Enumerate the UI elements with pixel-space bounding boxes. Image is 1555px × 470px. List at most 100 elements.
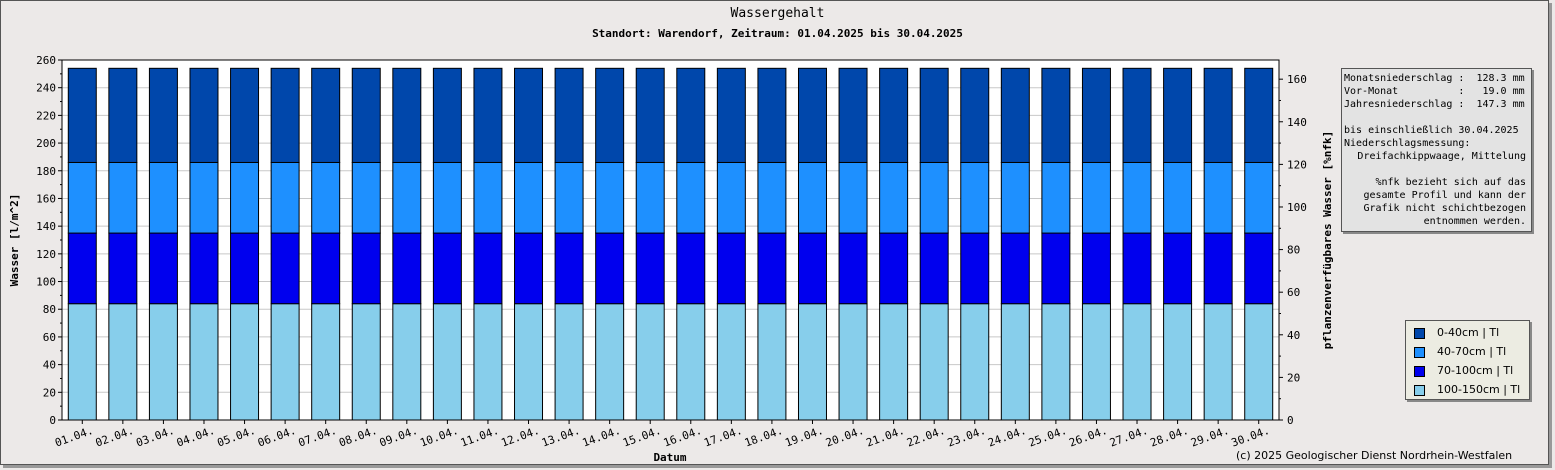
bar-segment — [1041, 67, 1071, 163]
y-tick-label: 0 — [49, 414, 56, 427]
y2-tick-label: 40 — [1287, 329, 1300, 342]
x-tick-label: 18.04. — [743, 424, 785, 450]
bar-segment — [960, 67, 990, 163]
bar-segment — [1244, 303, 1274, 421]
y-tick-label: 140 — [36, 220, 56, 233]
bar-segment — [189, 303, 219, 421]
bar-segment — [1081, 161, 1111, 234]
bar-segment — [1122, 232, 1152, 305]
bar-segment — [351, 303, 381, 421]
bar-segment — [919, 232, 949, 305]
bar-segment — [1163, 232, 1193, 305]
bar-segment — [473, 232, 503, 305]
bar-segment — [108, 67, 138, 163]
y2-tick-label: 140 — [1287, 116, 1307, 129]
bar-segment — [716, 67, 746, 163]
bar-segment — [67, 161, 97, 234]
x-tick-label: 26.04. — [1067, 424, 1109, 450]
bar-segment — [1163, 161, 1193, 234]
copyright-text: (c) 2025 Geologischer Dienst Nordrhein-W… — [1236, 449, 1513, 462]
x-tick-label: 12.04. — [499, 424, 541, 450]
bar-segment — [554, 232, 584, 305]
bar-segment — [473, 67, 503, 163]
legend-label: 70-100cm | Tl — [1437, 364, 1514, 377]
y2-tick-label: 100 — [1287, 201, 1307, 214]
bar-segment — [270, 232, 300, 305]
info-line: Grafik nicht schichtbezogen — [1363, 203, 1526, 214]
bar-segment — [432, 161, 462, 234]
bar-segment — [351, 232, 381, 305]
bar-segment — [148, 67, 178, 163]
y2-tick-label: 80 — [1287, 244, 1300, 257]
bar-segment — [148, 303, 178, 421]
y-tick-label: 120 — [36, 248, 56, 261]
y-tick-label: 100 — [36, 276, 56, 289]
bar-segment — [311, 161, 341, 234]
bar-segment — [270, 67, 300, 163]
bar-segment — [554, 303, 584, 421]
bar-segment — [635, 67, 665, 163]
x-tick-label: 24.04. — [986, 424, 1028, 450]
bar-segment — [108, 303, 138, 421]
bar-segment — [311, 232, 341, 305]
x-tick-label: 11.04. — [459, 424, 501, 450]
bar-segment — [1203, 67, 1233, 163]
info-line: %nfk bezieht sich auf das — [1375, 177, 1526, 188]
bar-segment — [676, 232, 706, 305]
bar-segment — [230, 303, 260, 421]
bar-segment — [392, 67, 422, 163]
bar-segment — [392, 232, 422, 305]
bar-segment — [879, 161, 909, 234]
bar-segment — [919, 303, 949, 421]
bar-segment — [230, 232, 260, 305]
x-tick-label: 22.04. — [905, 424, 947, 450]
y2-tick-label: 60 — [1287, 286, 1300, 299]
bar-segment — [1244, 161, 1274, 234]
x-tick-label: 07.04. — [297, 424, 339, 450]
bar-segment — [1081, 232, 1111, 305]
x-tick-label: 05.04. — [215, 424, 257, 450]
x-tick-label: 10.04. — [418, 424, 460, 450]
bar-segment — [716, 303, 746, 421]
info-line: gesamte Profil und kann der — [1363, 190, 1526, 201]
bar-segment — [1203, 232, 1233, 305]
bar-segment — [514, 161, 544, 234]
x-tick-label: 14.04. — [581, 424, 623, 450]
bar-segment — [1000, 161, 1030, 234]
bar-segment — [1244, 232, 1274, 305]
info-line: Monatsniederschlag : 128.3 mm — [1344, 73, 1525, 84]
bar-segment — [67, 303, 97, 421]
info-line: Dreifachkippwaage, Mittelung — [1357, 151, 1526, 162]
x-tick-label: 28.04. — [1148, 424, 1190, 450]
y2-tick-label: 0 — [1287, 414, 1294, 427]
bars — [67, 67, 1274, 421]
bar-segment — [757, 232, 787, 305]
bar-segment — [635, 303, 665, 421]
bar-segment — [1000, 232, 1030, 305]
bar-segment — [797, 232, 827, 305]
bar-segment — [514, 303, 544, 421]
legend-label: 100-150cm | Tl — [1437, 383, 1521, 396]
x-tick-label: 19.04. — [783, 424, 825, 450]
axes — [58, 59, 1283, 424]
bar-segment — [595, 161, 625, 234]
y-tick-label: 160 — [36, 192, 56, 205]
y-tick-label: 20 — [43, 386, 56, 399]
x-tick-label: 27.04. — [1108, 424, 1150, 450]
info-line: Jahresniederschlag : 147.3 mm — [1344, 99, 1525, 110]
y-tick-label: 260 — [36, 54, 56, 67]
bar-segment — [189, 232, 219, 305]
x-tick-label: 30.04. — [1230, 424, 1272, 450]
bar-segment — [108, 232, 138, 305]
bar-segment — [1203, 303, 1233, 421]
bar-segment — [879, 67, 909, 163]
bar-segment — [311, 67, 341, 163]
precipitation-info-box: Monatsniederschlag : 128.3 mm Vor-Monat … — [1341, 68, 1532, 232]
bar-segment — [108, 161, 138, 234]
bar-segment — [392, 303, 422, 421]
x-tick-label: 23.04. — [946, 424, 988, 450]
bar-segment — [148, 161, 178, 234]
x-tick-label: 08.04. — [337, 424, 379, 450]
legend-swatch — [1414, 385, 1425, 396]
x-tick-label: 09.04. — [378, 424, 420, 450]
